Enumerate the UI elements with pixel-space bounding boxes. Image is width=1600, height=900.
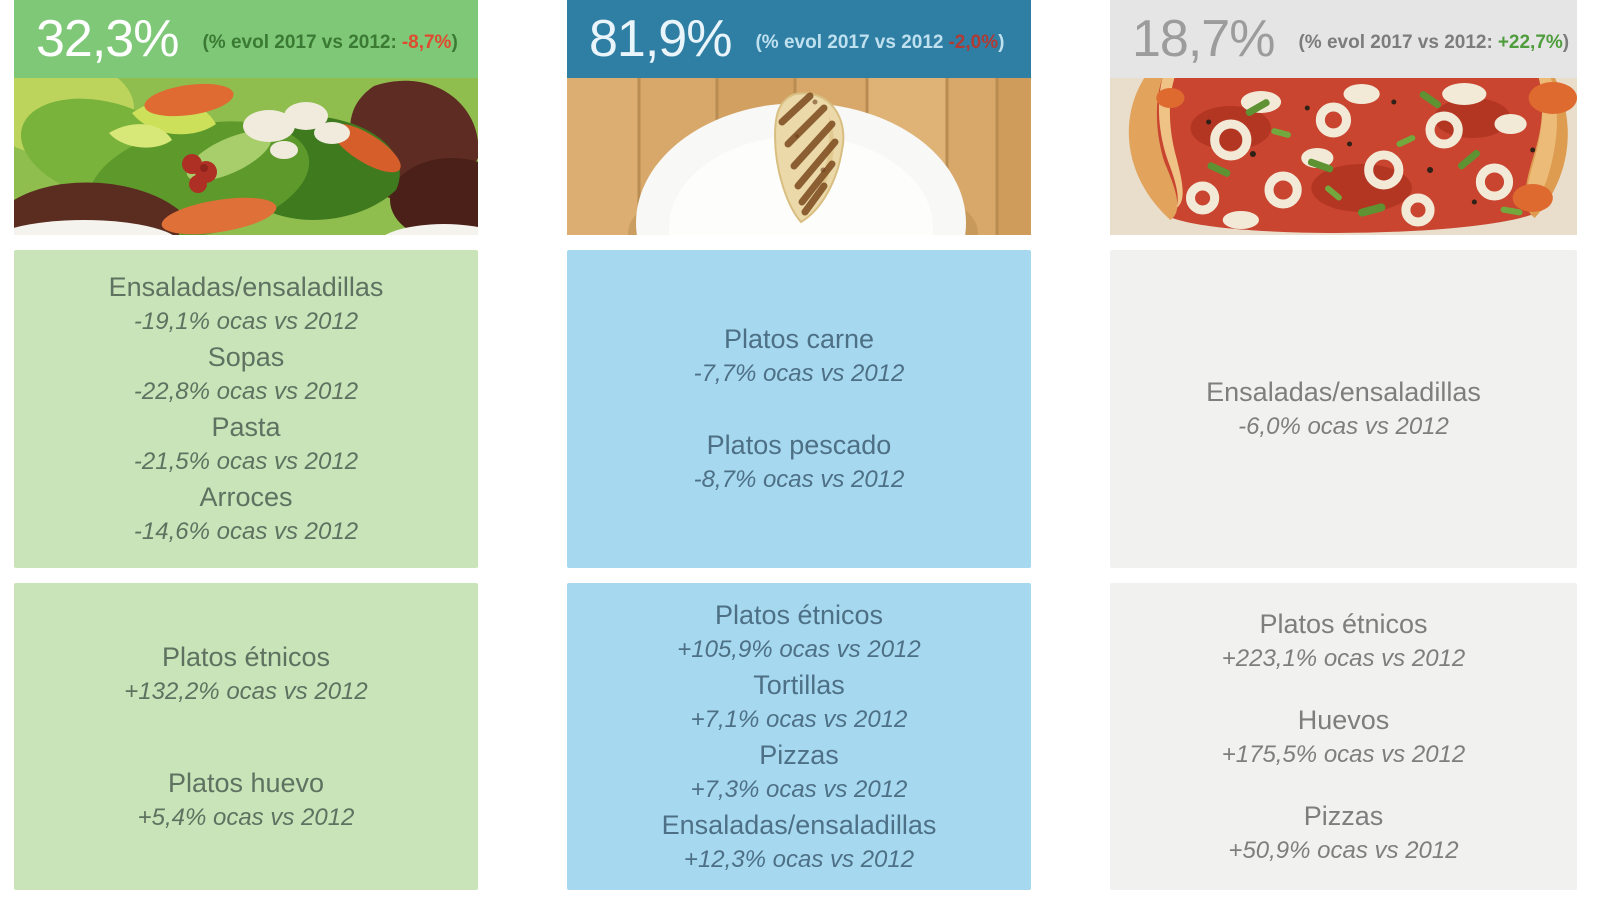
dish-name: Pizzas bbox=[1303, 800, 1384, 831]
stat-item: Platos étnicos +223,1% ocas vs 2012 bbox=[1222, 606, 1466, 676]
evolution-prefix: (% evol 2017 vs 2012 bbox=[755, 32, 944, 53]
dish-name: Pasta bbox=[211, 412, 281, 442]
stat-item: Ensaladas/ensaladillas -6,0% ocas vs 201… bbox=[1206, 374, 1481, 444]
dish-evolution: -14,6% ocas vs 2012 bbox=[133, 518, 359, 545]
growing-dishes-box: Platos étnicos +132,2% ocas vs 2012 Plat… bbox=[14, 583, 478, 890]
stat-item: Platos étnicos +132,2% ocas vs 2012 bbox=[124, 639, 368, 709]
penetration-headline: 32,3% bbox=[36, 10, 179, 68]
column-pizzas-others: 18,7% (% evol 2017 vs 2012: +22,7%) bbox=[1110, 0, 1577, 900]
dish-name: Huevos bbox=[1297, 704, 1390, 735]
penetration-headline: 18,7% bbox=[1132, 10, 1275, 68]
stat-item: Pasta -21,5% ocas vs 2012 bbox=[134, 409, 358, 479]
dish-name: Platos étnicos bbox=[1259, 608, 1428, 639]
declining-dishes-box: Platos carne -7,7% ocas vs 2012 Platos p… bbox=[567, 250, 1031, 568]
evolution-suffix: ) bbox=[1562, 32, 1570, 53]
evolution-prefix: (% evol 2017 vs 2012: bbox=[1298, 32, 1493, 53]
stat-item: Platos pescado -8,7% ocas vs 2012 bbox=[694, 427, 905, 497]
dish-evolution: +50,9% ocas vs 2012 bbox=[1228, 836, 1459, 864]
column-main-courses: 81,9% (% evol 2017 vs 2012 -2,0%) bbox=[567, 0, 1031, 900]
column-header: 32,3% (% evol 2017 vs 2012: -8,7%) bbox=[14, 0, 478, 78]
dish-name: Platos carne bbox=[723, 324, 875, 354]
dish-name: Ensaladas/ensaladillas bbox=[1206, 377, 1481, 407]
stat-item: Ensaladas/ensaladillas -19,1% ocas vs 20… bbox=[109, 269, 384, 339]
evolution-note: (% evol 2017 vs 2012: +22,7%) bbox=[1298, 32, 1569, 54]
dish-name: Platos étnicos bbox=[161, 641, 331, 672]
dish-evolution: -21,5% ocas vs 2012 bbox=[133, 448, 359, 475]
growing-dishes-box: Platos étnicos +105,9% ocas vs 2012 Tort… bbox=[567, 583, 1031, 890]
column-header: 81,9% (% evol 2017 vs 2012 -2,0%) bbox=[567, 0, 1031, 78]
dish-name: Pizzas bbox=[759, 739, 839, 770]
evolution-prefix: (% evol 2017 vs 2012: bbox=[202, 32, 397, 53]
dish-name: Platos pescado bbox=[706, 430, 892, 460]
stat-item: Pizzas +50,9% ocas vs 2012 bbox=[1228, 798, 1458, 868]
dish-name: Platos étnicos bbox=[714, 599, 884, 630]
stat-item: Huevos +175,5% ocas vs 2012 bbox=[1222, 702, 1466, 772]
dish-evolution: +7,3% ocas vs 2012 bbox=[690, 775, 908, 803]
salad-photo bbox=[14, 78, 478, 235]
stat-item: Ensaladas/ensaladillas +12,3% ocas vs 20… bbox=[662, 807, 937, 877]
declining-dishes-box: Ensaladas/ensaladillas -19,1% ocas vs 20… bbox=[14, 250, 478, 568]
evolution-note: (% evol 2017 vs 2012 -2,0%) bbox=[755, 32, 1004, 54]
dish-evolution: +5,4% ocas vs 2012 bbox=[137, 803, 355, 831]
dish-evolution: -7,7% ocas vs 2012 bbox=[693, 360, 905, 387]
stat-item: Sopas -22,8% ocas vs 2012 bbox=[134, 339, 358, 409]
pizza-photo bbox=[1110, 78, 1577, 235]
dish-evolution: +132,2% ocas vs 2012 bbox=[124, 677, 368, 705]
dish-evolution: -19,1% ocas vs 2012 bbox=[133, 308, 359, 335]
dish-name: Platos huevo bbox=[167, 767, 325, 798]
dish-name: Sopas bbox=[207, 342, 285, 372]
column-header: 18,7% (% evol 2017 vs 2012: +22,7%) bbox=[1110, 0, 1577, 78]
stat-item: Platos carne -7,7% ocas vs 2012 bbox=[694, 321, 905, 391]
stat-item: Tortillas +7,1% ocas vs 2012 bbox=[691, 667, 908, 737]
evolution-suffix: ) bbox=[998, 32, 1005, 53]
dish-evolution: -8,7% ocas vs 2012 bbox=[693, 466, 905, 493]
stat-item: Platos huevo +5,4% ocas vs 2012 bbox=[138, 765, 355, 835]
growing-dishes-box: Platos étnicos +223,1% ocas vs 2012 Huev… bbox=[1110, 583, 1577, 890]
dish-evolution: +175,5% ocas vs 2012 bbox=[1221, 740, 1466, 768]
penetration-headline: 81,9% bbox=[589, 10, 732, 68]
dish-evolution: +105,9% ocas vs 2012 bbox=[677, 635, 921, 663]
grilled-chicken-photo bbox=[567, 78, 1031, 235]
dish-evolution: -6,0% ocas vs 2012 bbox=[1238, 413, 1449, 440]
dish-name: Tortillas bbox=[753, 669, 845, 700]
stat-item: Platos étnicos +105,9% ocas vs 2012 bbox=[677, 597, 921, 667]
dish-evolution: -22,8% ocas vs 2012 bbox=[133, 378, 359, 405]
dish-name: Ensaladas/ensaladillas bbox=[661, 809, 937, 840]
dish-evolution: +12,3% ocas vs 2012 bbox=[683, 845, 915, 873]
evolution-value: +22,7% bbox=[1497, 32, 1563, 53]
dish-evolution: +7,1% ocas vs 2012 bbox=[690, 705, 908, 733]
stat-item: Arroces -14,6% ocas vs 2012 bbox=[134, 479, 358, 549]
dish-evolution: +223,1% ocas vs 2012 bbox=[1221, 644, 1466, 672]
declining-dishes-box: Ensaladas/ensaladillas -6,0% ocas vs 201… bbox=[1110, 250, 1577, 568]
evolution-value: -8,7% bbox=[401, 32, 452, 53]
column-first-courses: 32,3% (% evol 2017 vs 2012: -8,7%) bbox=[14, 0, 478, 900]
stat-item: Pizzas +7,3% ocas vs 2012 bbox=[691, 737, 908, 807]
evolution-note: (% evol 2017 vs 2012: -8,7%) bbox=[202, 32, 457, 54]
dish-name: Arroces bbox=[199, 482, 293, 512]
evolution-value: -2,0% bbox=[948, 32, 999, 53]
dish-name: Ensaladas/ensaladillas bbox=[108, 272, 384, 302]
evolution-suffix: ) bbox=[451, 32, 458, 53]
